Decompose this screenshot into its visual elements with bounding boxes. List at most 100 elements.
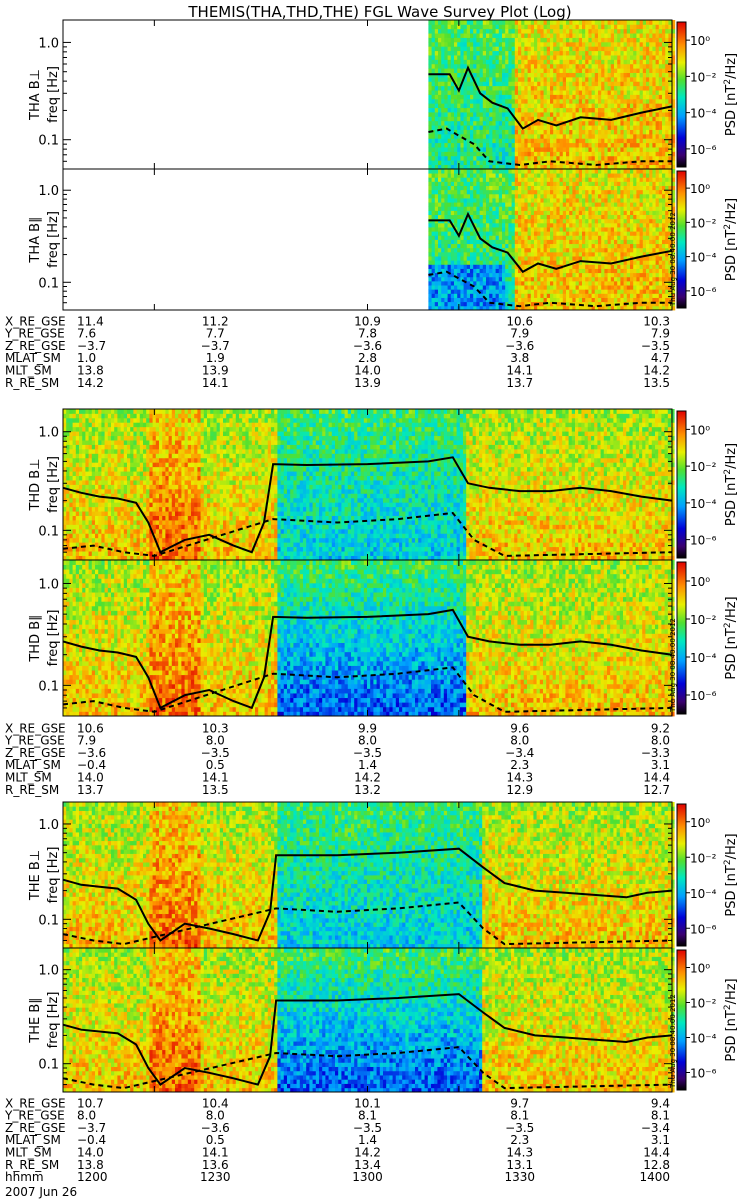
spectrogram-cell [614, 147, 618, 152]
spectrogram-cell [614, 227, 618, 232]
spectrogram-cell [604, 193, 608, 199]
spectrogram-cell [482, 41, 487, 47]
spectrogram-cell [652, 63, 656, 69]
spectrogram-cell [527, 68, 532, 73]
spectrogram-cell [569, 107, 573, 113]
spectrogram-cell [457, 33, 461, 38]
spectrogram-cell [447, 247, 452, 253]
spectrogram-cell [610, 193, 615, 199]
spectrogram-cell [572, 235, 576, 240]
spectrogram-cell [489, 107, 493, 113]
spectrogram-cell [457, 116, 461, 122]
spectrogram-cell [588, 59, 592, 65]
spectrogram-cell [514, 94, 519, 100]
spectrogram-cell [511, 193, 516, 199]
spectrogram-cell [428, 37, 432, 43]
spectrogram-cell [594, 147, 599, 152]
spectrogram-cell [572, 142, 576, 148]
spectrogram-cell [665, 90, 669, 95]
spectrogram-cell [559, 198, 564, 203]
spectrogram-cell [591, 142, 596, 148]
spectrogram-cell [550, 63, 554, 69]
spectrogram-cell [447, 289, 452, 294]
spectrogram-cell [457, 155, 461, 161]
spectrogram-cell [518, 59, 522, 65]
spectrogram-cell [482, 189, 487, 195]
spectrogram-cell [489, 90, 493, 95]
spectrogram-cell [550, 293, 554, 298]
spectrogram-cell [543, 103, 548, 109]
spectrogram-cell [486, 202, 490, 207]
spectrogram-cell [652, 133, 656, 139]
spectrogram-cell [665, 94, 669, 100]
spectrogram-cell [466, 289, 471, 294]
spectrogram-cell [626, 24, 631, 30]
spectrogram-cell [444, 120, 448, 126]
spectrogram-cell [470, 272, 474, 278]
spectrogram-cell [518, 72, 522, 78]
spectrogram-cell [636, 181, 640, 186]
spectrogram-cell [671, 63, 676, 69]
spectrogram-cell [476, 33, 480, 38]
spectrogram-cell [489, 227, 493, 232]
spectrogram-cell [505, 297, 509, 303]
spectrogram-cell [569, 24, 573, 30]
spectrogram-cell [434, 112, 439, 117]
spectrogram-cell [623, 116, 628, 122]
spectrogram-cell [508, 218, 512, 224]
spectrogram-cell [626, 138, 631, 144]
spectrogram-cell [604, 98, 608, 104]
spectrogram-cell [486, 272, 490, 278]
spectrogram-cell [518, 155, 522, 161]
spectrogram-cell [479, 33, 484, 38]
spectrogram-cell [569, 20, 573, 25]
spectrogram-cell [470, 297, 474, 303]
spectrogram-cell [639, 129, 644, 135]
spectrogram-cell [543, 206, 548, 211]
spectrogram-cell [646, 142, 650, 148]
spectrogram-cell [498, 256, 503, 261]
spectrogram-cell [662, 90, 666, 95]
spectrogram-cell [486, 59, 490, 65]
spectrogram-cell [444, 202, 448, 207]
spectrogram-cell [537, 63, 541, 69]
spectrogram-cell [604, 198, 608, 203]
spectrogram-cell [578, 55, 583, 60]
spectrogram-cell [668, 90, 672, 95]
spectrogram-cell [566, 103, 570, 109]
spectrogram-cell [489, 59, 493, 65]
spectrogram-cell [508, 138, 512, 144]
spectrogram-cell [566, 72, 570, 78]
spectrogram-cell [604, 280, 608, 286]
spectrogram-cell [492, 90, 496, 95]
spectrogram-cell [527, 41, 532, 47]
spectrogram-cell [601, 222, 605, 228]
spectrogram-cell [556, 164, 560, 170]
spectrogram-cell [514, 280, 519, 286]
spectrogram-cell [582, 272, 586, 278]
spectrogram-cell [546, 227, 551, 232]
spectrogram-cell [553, 305, 557, 311]
spectrogram-cell [572, 120, 576, 126]
spectrogram-cell [438, 28, 442, 34]
spectrogram-cell [454, 129, 458, 135]
spectrogram-cell [486, 293, 490, 298]
spectrogram-cell [575, 235, 580, 240]
spectrogram-cell [457, 94, 461, 100]
spectrogram-cell [646, 24, 650, 30]
spectrogram-cell [492, 151, 496, 157]
spectrogram-cell [610, 81, 615, 87]
spectrogram-cell [662, 112, 666, 117]
spectrogram-cell [457, 160, 461, 166]
spectrogram-cell [479, 297, 484, 303]
spectrogram-cell [636, 218, 640, 224]
spectrogram-cell [620, 50, 624, 56]
spectrogram-cell [591, 120, 596, 126]
spectrogram-cell [460, 24, 464, 30]
spectrogram-cell [495, 24, 500, 30]
spectrogram-cell [594, 231, 599, 236]
spectrogram-cell [492, 112, 496, 117]
spectrogram-cell [569, 231, 573, 236]
spectrogram-cell [450, 239, 455, 245]
spectrogram-cell [463, 151, 468, 157]
